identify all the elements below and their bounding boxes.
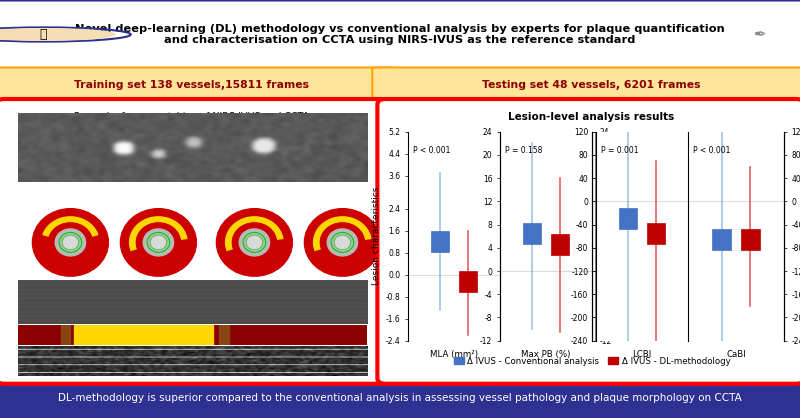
Text: P < 0.001: P < 0.001 [693, 146, 730, 155]
Bar [619, 208, 638, 229]
Bar [646, 223, 665, 244]
Bar [523, 223, 542, 244]
Text: Novel deep-learning (DL) methodology vs conventional analysis by experts for pla: Novel deep-learning (DL) methodology vs … [75, 24, 725, 45]
Polygon shape [226, 217, 283, 250]
Circle shape [335, 236, 350, 249]
Legend: Δ IVUS - Conventional analysis, Δ IVUS - DL-methodology: Δ IVUS - Conventional analysis, Δ IVUS -… [450, 353, 734, 370]
Circle shape [143, 229, 174, 256]
Text: Testing set 48 vessels, 6201 frames: Testing set 48 vessels, 6201 frames [482, 80, 701, 90]
Circle shape [327, 229, 358, 256]
Text: P = 0.001: P = 0.001 [601, 146, 638, 155]
Text: P = 0.158: P = 0.158 [505, 146, 542, 155]
Circle shape [320, 223, 364, 262]
Circle shape [33, 209, 109, 276]
Bar [218, 325, 229, 345]
Text: ✒: ✒ [754, 27, 766, 42]
Text: Training set 138 vessels,15811 frames: Training set 138 vessels,15811 frames [74, 80, 310, 90]
Bar [431, 231, 450, 252]
Circle shape [151, 236, 166, 249]
Circle shape [63, 236, 78, 249]
FancyBboxPatch shape [0, 379, 800, 417]
Bar [62, 325, 70, 345]
FancyBboxPatch shape [0, 67, 396, 103]
Circle shape [136, 223, 181, 262]
Circle shape [232, 223, 277, 262]
Text: DL-methodology is superior compared to the conventional analysis in assessing ve: DL-methodology is superior compared to t… [58, 393, 742, 403]
Bar [74, 325, 214, 345]
FancyBboxPatch shape [0, 99, 387, 384]
Text: 🧠: 🧠 [40, 28, 47, 41]
FancyBboxPatch shape [372, 67, 800, 103]
Bar [550, 234, 569, 255]
Bar [741, 229, 760, 250]
Circle shape [55, 229, 86, 256]
Bar [458, 271, 477, 292]
Polygon shape [130, 217, 187, 250]
FancyBboxPatch shape [378, 99, 800, 384]
Y-axis label: Lesion characteristics: Lesion characteristics [373, 187, 382, 285]
Polygon shape [43, 217, 98, 236]
Polygon shape [314, 217, 371, 250]
Circle shape [120, 209, 197, 276]
Circle shape [239, 229, 270, 256]
Circle shape [247, 236, 262, 249]
Circle shape [49, 223, 93, 262]
FancyBboxPatch shape [0, 0, 800, 69]
Text: P < 0.001: P < 0.001 [413, 146, 450, 155]
Text: Frame by frame matching of NIRS-IVUS and CCTA: Frame by frame matching of NIRS-IVUS and… [74, 112, 310, 121]
Text: Lesion-level analysis results: Lesion-level analysis results [508, 112, 674, 122]
Circle shape [216, 209, 293, 276]
Bar [712, 229, 731, 250]
Circle shape [304, 209, 381, 276]
Circle shape [0, 29, 115, 40]
